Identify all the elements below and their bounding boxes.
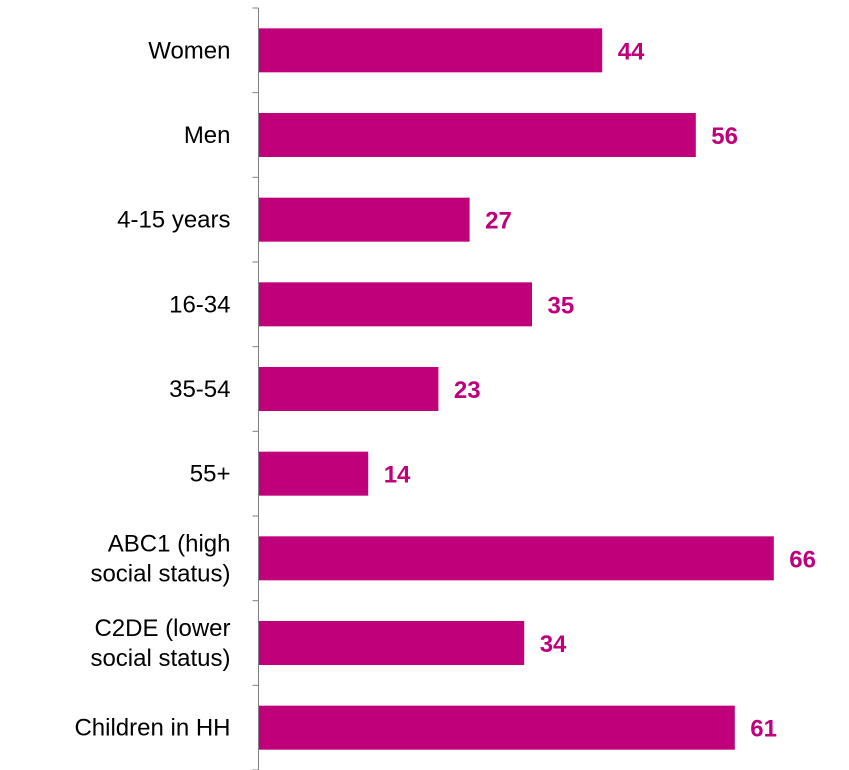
category-label-line: 4-15 years	[117, 207, 230, 234]
value-label: 44	[618, 38, 645, 65]
category-label-line: 16-34	[169, 291, 230, 318]
category-label: 55+	[190, 461, 231, 488]
category-label: C2DE (lower social status)	[90, 615, 230, 672]
value-label: 66	[789, 546, 816, 573]
category-label-line: Women	[148, 37, 230, 64]
category-label: Children in HH	[74, 715, 230, 742]
bar	[259, 705, 735, 750]
category-label: 4-15 years	[117, 207, 230, 234]
bar	[259, 113, 696, 157]
category-axis-ticks	[252, 7, 259, 770]
category-label-line: social status)	[90, 560, 230, 587]
category-label-line: ABC1 (high	[108, 530, 231, 557]
bar	[259, 621, 525, 665]
bars	[259, 28, 774, 750]
bar	[259, 536, 774, 581]
value-label: 14	[384, 462, 411, 489]
bar	[259, 197, 470, 242]
value-label: 27	[485, 208, 512, 235]
category-label-line: C2DE (lower	[94, 615, 230, 642]
category-label-line: 35-54	[169, 376, 230, 403]
category-label: 35-54	[169, 376, 230, 403]
category-label: 16-34	[169, 291, 230, 318]
category-label: ABC1 (high social status)	[90, 530, 230, 587]
category-label-line: Men	[184, 122, 231, 149]
category-label-line: 55+	[190, 461, 231, 488]
bar	[259, 28, 603, 73]
category-label-line: social status)	[90, 645, 230, 672]
category-label: Women	[148, 37, 230, 64]
value-label: 56	[711, 123, 738, 150]
bar	[259, 367, 439, 411]
value-label: 34	[540, 631, 567, 658]
value-label: 23	[454, 377, 481, 404]
bar	[259, 282, 532, 327]
value-labels: 44 56 27 35 23 14 66 34 61	[384, 38, 816, 742]
category-label: Men	[184, 122, 231, 149]
category-label-line: Children in HH	[74, 715, 230, 742]
bar	[259, 451, 369, 496]
category-labels: Women Men 4-15 years 16-34 35-54 55+ ABC1 (hig…	[74, 37, 230, 741]
value-label: 61	[750, 716, 777, 743]
value-label: 35	[548, 292, 575, 319]
